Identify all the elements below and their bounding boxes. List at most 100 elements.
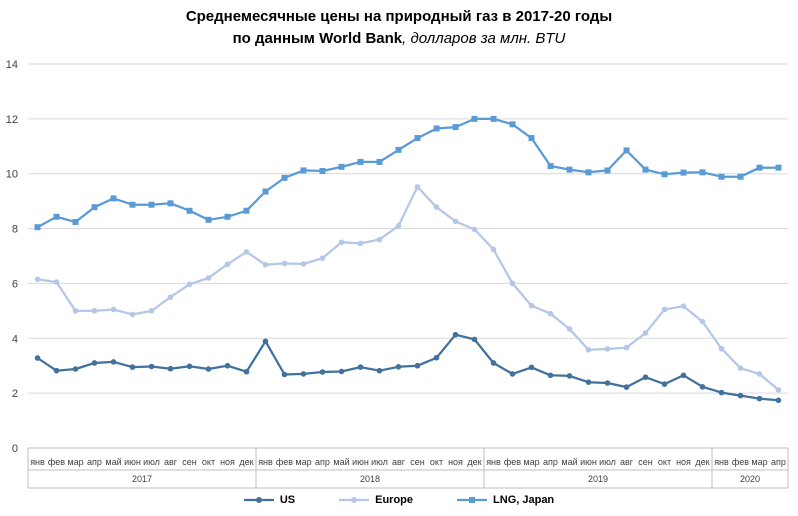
data-point: [129, 364, 136, 370]
data-point: [376, 236, 383, 243]
year-label: 2019: [588, 474, 608, 484]
data-point: [490, 115, 497, 122]
x-tick-label: май: [333, 457, 349, 467]
data-point: [775, 164, 782, 171]
data-point: [243, 249, 250, 255]
data-point: [186, 281, 193, 288]
data-point: [642, 374, 649, 381]
x-tick-label: июн: [580, 457, 597, 467]
chart-legend: US Europe LNG, Japan: [0, 494, 798, 506]
year-label: 2017: [132, 474, 152, 484]
chart-title-line-2: по данным World Bank, долларов за млн. B…: [232, 30, 566, 47]
data-point: [623, 384, 630, 390]
data-point: [34, 355, 41, 361]
data-point: [91, 360, 98, 366]
x-tick-label: окт: [658, 457, 671, 467]
data-point: [224, 362, 231, 369]
data-point: [167, 200, 174, 207]
data-point: [357, 158, 364, 165]
data-point: [53, 367, 60, 374]
x-tick-label: янв: [30, 457, 45, 467]
x-tick-label: июл: [371, 457, 388, 467]
data-point: [585, 169, 592, 176]
legend-item: US: [243, 494, 296, 506]
data-point: [433, 125, 440, 132]
legend-item: Europe: [339, 494, 413, 506]
x-tick-label: янв: [258, 457, 273, 467]
data-point: [509, 280, 516, 287]
y-tick-label: 4: [12, 333, 18, 345]
data-point: [53, 213, 60, 220]
data-point: [623, 147, 630, 154]
x-tick-label: сен: [638, 457, 653, 467]
legend-swatch: [243, 497, 274, 503]
data-point: [471, 115, 478, 122]
legend-label: LNG, Japan: [493, 494, 555, 506]
data-point: [471, 336, 478, 343]
data-point: [547, 372, 554, 379]
data-point: [395, 364, 402, 370]
data-point: [72, 218, 79, 225]
data-point: [756, 371, 763, 377]
data-point: [72, 308, 79, 314]
data-point: [281, 174, 288, 181]
x-tick-label: апр: [771, 457, 786, 467]
data-point: [395, 223, 402, 229]
data-point: [433, 204, 440, 210]
data-point: [509, 121, 516, 128]
legend-label: US: [279, 494, 296, 506]
x-tick-label: янв: [486, 457, 501, 467]
data-point: [110, 195, 117, 202]
data-point: [547, 163, 554, 170]
data-point: [509, 371, 516, 377]
data-point: [129, 201, 136, 208]
x-tick-label: мар: [523, 457, 539, 467]
data-point: [585, 379, 592, 385]
data-point: [281, 260, 288, 267]
data-point: [528, 364, 535, 371]
x-tick-label: ноя: [676, 457, 691, 467]
data-point: [604, 380, 611, 386]
legend-swatch: [457, 497, 488, 503]
x-tick-label: апр: [315, 457, 330, 467]
data-point: [148, 201, 155, 208]
data-point: [53, 279, 60, 285]
data-point: [319, 369, 326, 375]
data-point: [186, 207, 193, 214]
x-tick-label: дек: [695, 457, 709, 467]
data-point: [756, 395, 763, 402]
data-point: [262, 338, 269, 345]
data-point: [452, 124, 459, 131]
x-tick-label: июл: [143, 457, 160, 467]
data-point: [376, 367, 383, 374]
y-tick-label: 0: [12, 443, 18, 455]
x-tick-label: апр: [543, 457, 558, 467]
x-tick-label: сен: [410, 457, 425, 467]
data-point: [737, 392, 744, 399]
data-point: [718, 345, 725, 352]
data-point: [528, 302, 535, 309]
data-point: [319, 167, 326, 174]
x-tick-label: окт: [202, 457, 215, 467]
data-point: [699, 318, 706, 325]
data-point: [642, 166, 649, 173]
data-point: [433, 354, 440, 361]
y-tick-label: 6: [12, 278, 18, 290]
data-point: [699, 169, 706, 176]
y-tick-label: 14: [6, 59, 18, 71]
data-point: [547, 310, 554, 317]
data-point: [148, 308, 155, 314]
data-point: [775, 387, 782, 393]
x-tick-label: авг: [164, 457, 178, 467]
data-point: [357, 240, 364, 247]
data-point: [205, 366, 212, 372]
x-tick-label: дек: [467, 457, 481, 467]
chart-title: Среднемесячные цены на природный газ в 2…: [0, 6, 798, 50]
x-tick-label: фев: [276, 457, 293, 467]
data-point: [661, 306, 668, 313]
x-tick-label: фев: [504, 457, 521, 467]
data-point: [661, 381, 668, 387]
x-tick-label: апр: [87, 457, 102, 467]
data-point: [357, 364, 364, 370]
y-tick-label: 12: [6, 114, 18, 126]
